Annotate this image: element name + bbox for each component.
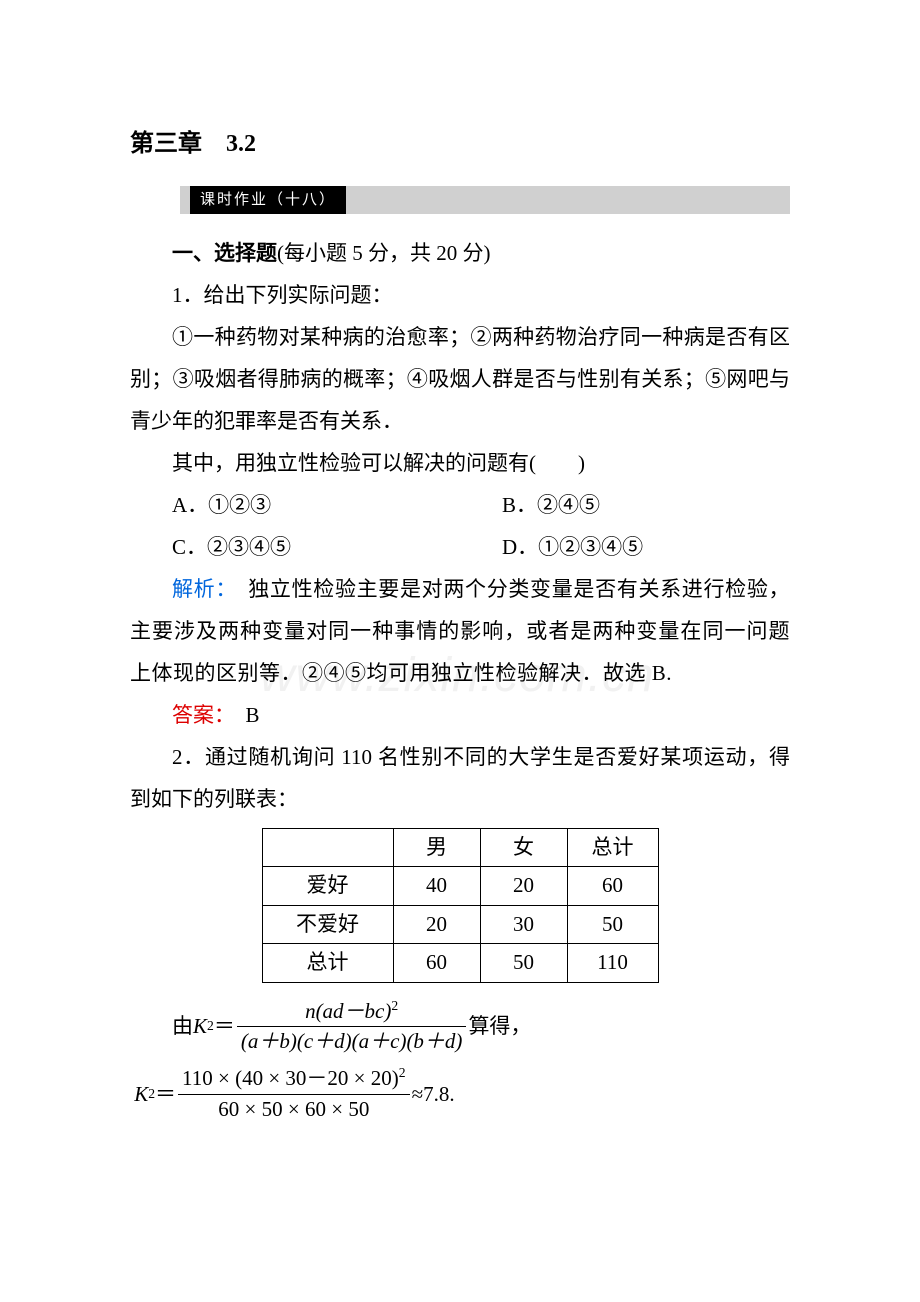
q1-explain: 解析： 独立性检验主要是对两个分类变量是否有关系进行检验，主要涉及两种变量对同一… [130,568,790,694]
q1-opt-d: D．①②③④⑤ [460,526,790,568]
table-row: 总计 60 50 110 [262,944,658,982]
cell: 爱好 [262,867,393,905]
f2-num-exp: 2 [399,1065,406,1080]
q2-contingency-table: 男 女 总计 爱好 40 20 60 不爱好 20 30 50 总计 60 50… [262,828,659,983]
q2-formula-1: 由 K 2 ＝ n(ad－bc)2 (a＋b)(c＋d)(a＋c)(b＋d) 算得… [172,997,790,1057]
f2-eq: ＝ [155,1073,176,1115]
answer-label: 答案： [172,703,225,727]
cell: 50 [567,905,658,943]
section-1-rest: (每小题 5 分，共 20 分) [277,241,491,265]
f1-eq: ＝ [214,1005,235,1047]
q2-stem: 2．通过随机询问 110 名性别不同的大学生是否爱好某项运动，得到如下的列联表： [130,736,790,820]
q1-answer-text: B [225,703,260,727]
f1-den: (a＋b)(c＋d)(a＋c)(b＋d) [237,1027,467,1056]
q1-ask: 其中，用独立性检验可以解决的问题有( ) [130,442,790,484]
q1-opt-b: B．②④⑤ [460,484,790,526]
f1-lhs: K [193,1005,207,1047]
q1-options: A．①②③ B．②④⑤ C．②③④⑤ D．①②③④⑤ [130,484,790,568]
th-female: 女 [480,829,567,867]
q1-answer: 答案： B [130,694,790,736]
banner-left-stripe [180,186,190,214]
f2-lhs: K [134,1073,148,1115]
table-row: 男 女 总计 [262,829,658,867]
cell: 30 [480,905,567,943]
cell: 50 [480,944,567,982]
cell: 20 [393,905,480,943]
cell: 110 [567,944,658,982]
th-total: 总计 [567,829,658,867]
cell: 20 [480,867,567,905]
section-1-heading: 一、选择题(每小题 5 分，共 20 分) [130,232,790,274]
f2-fraction: 110 × (40 × 30－20 × 20)2 60 × 50 × 60 × … [178,1064,410,1124]
f2-den: 60 × 50 × 60 × 50 [214,1095,373,1124]
th-blank [262,829,393,867]
f1-tail: 算得， [468,1005,531,1047]
banner-label: 课时作业（十八） [190,186,346,214]
f1-num: n(ad－bc) [305,999,391,1023]
th-male: 男 [393,829,480,867]
q1-opt-c: C．②③④⑤ [130,526,460,568]
cell: 60 [567,867,658,905]
f1-lead: 由 [172,1005,193,1047]
q1-body: ①一种药物对某种病的治愈率；②两种药物治疗同一种病是否有区别；③吸烟者得肺病的概… [130,316,790,442]
lesson-banner: 课时作业（十八） [180,186,790,214]
cell: 总计 [262,944,393,982]
table-row: 爱好 40 20 60 [262,867,658,905]
q1-opt-a: A．①②③ [130,484,460,526]
explain-label: 解析： [172,577,227,601]
f1-fraction: n(ad－bc)2 (a＋b)(c＋d)(a＋c)(b＋d) [237,997,467,1057]
q1-stem: 1．给出下列实际问题： [130,274,790,316]
section-1-bold: 一、选择题 [172,241,277,265]
cell: 40 [393,867,480,905]
cell: 不爱好 [262,905,393,943]
cell: 60 [393,944,480,982]
banner-right-stripe [346,186,790,214]
q1-explain-text: 独立性检验主要是对两个分类变量是否有关系进行检验，主要涉及两种变量对同一种事情的… [130,577,790,685]
chapter-title: 第三章 3.2 [130,120,790,168]
f2-num: 110 × (40 × 30－20 × 20) [182,1066,399,1090]
f2-tail: ≈7.8. [412,1073,455,1115]
table-row: 不爱好 20 30 50 [262,905,658,943]
f1-num-exp: 2 [391,998,398,1013]
